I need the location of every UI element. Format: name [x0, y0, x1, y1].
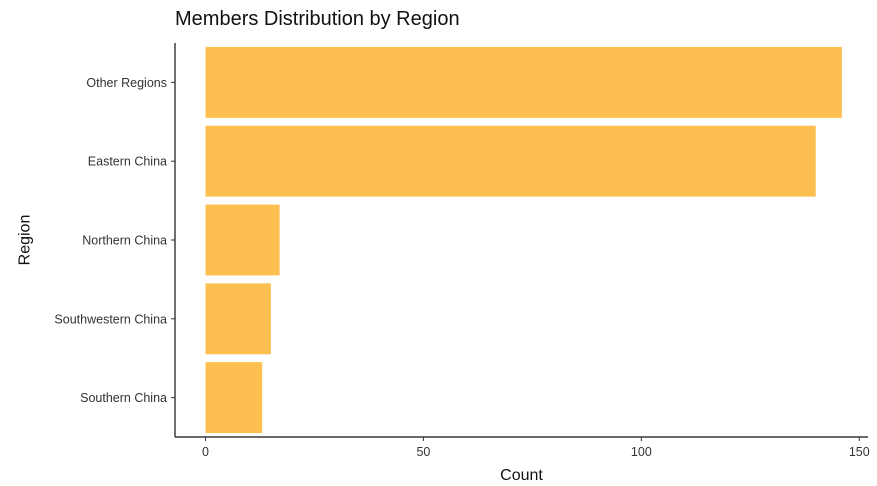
y-axis-title: Region [17, 215, 34, 266]
x-tick-label: 100 [631, 445, 652, 459]
y-tick-label: Other Regions [86, 76, 167, 90]
bar-northern-china [205, 204, 280, 276]
x-axis-ticks: 0 50 100 150 [202, 437, 870, 459]
y-tick-label: Northern China [82, 234, 167, 248]
y-tick-label: Southern China [80, 391, 167, 405]
bar-southern-china [205, 362, 263, 434]
bar-southwestern-china [205, 283, 271, 355]
bar-other-regions [205, 46, 842, 118]
y-tick-label: Southwestern China [54, 312, 167, 326]
chart-title: Members Distribution by Region [175, 8, 460, 30]
y-axis-ticks: Other Regions Eastern China Northern China… [54, 76, 175, 405]
x-tick-label: 50 [416, 445, 430, 459]
x-tick-label: 150 [849, 445, 870, 459]
x-tick-label: 0 [202, 445, 209, 459]
bars-group [205, 46, 842, 434]
y-tick-label: Eastern China [88, 155, 167, 169]
x-axis-title: Count [500, 467, 543, 484]
bar-eastern-china [205, 125, 816, 197]
